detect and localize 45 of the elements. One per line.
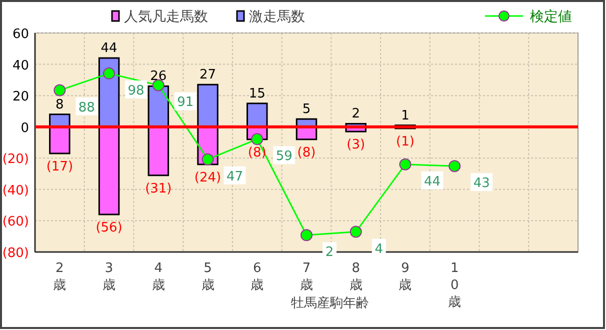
data-label: 44: [424, 174, 440, 190]
data-label: 8: [56, 97, 64, 112]
x-axis-title: 牡馬産駒年齢: [291, 295, 369, 311]
data-label: 59: [276, 149, 292, 164]
data-label: 88: [78, 100, 95, 116]
x-tick-label: 9歳: [398, 261, 412, 293]
data-label: (17): [46, 159, 74, 174]
legend-label: 人気凡走馬数: [124, 9, 208, 25]
x-tick-label: 3歳: [102, 261, 116, 293]
data-label: (1): [396, 134, 414, 150]
data-label: 44: [100, 41, 118, 56]
x-tick-label: 10歳: [448, 261, 462, 310]
y-tick-label: 0: [20, 120, 29, 136]
x-tick-label: 8歳: [349, 261, 362, 293]
data-label: 27: [200, 68, 216, 83]
data-label: 4: [374, 242, 384, 257]
y-tick-label: 60: [12, 27, 29, 42]
data-label: (8): [297, 145, 316, 160]
x-tick-label: 5歳: [201, 261, 214, 293]
data-label: 1: [401, 108, 410, 124]
data-label: (3): [346, 138, 366, 153]
y-tick-label: (20): [2, 152, 29, 168]
x-tick-label: 4歳: [152, 261, 165, 293]
data-label: 91: [177, 95, 194, 110]
data-label: 2: [352, 106, 360, 122]
legend-label: 激走馬数: [249, 9, 305, 25]
x-tick-label: 6歳: [250, 261, 264, 293]
x-tick-label: 7歳: [300, 261, 313, 293]
y-tick-label: 20: [12, 90, 29, 105]
data-label: 26: [150, 69, 167, 84]
data-label: (31): [145, 181, 172, 196]
y-tick-label: 40: [12, 58, 29, 74]
data-label: 5: [302, 102, 311, 118]
data-label: 98: [128, 83, 144, 98]
data-label: 47: [226, 169, 244, 184]
y-tick-label: (60): [2, 214, 29, 230]
x-tick-label: 2歳: [53, 261, 66, 293]
y-tick-label: (80): [2, 246, 29, 261]
legend-label: 検定値: [530, 9, 572, 25]
data-label: 43: [473, 176, 490, 192]
data-label: (56): [96, 220, 122, 236]
y-tick-label: (40): [2, 183, 29, 198]
data-label: (24): [194, 170, 222, 186]
data-label: 2: [325, 245, 334, 260]
data-label: 15: [248, 86, 266, 102]
